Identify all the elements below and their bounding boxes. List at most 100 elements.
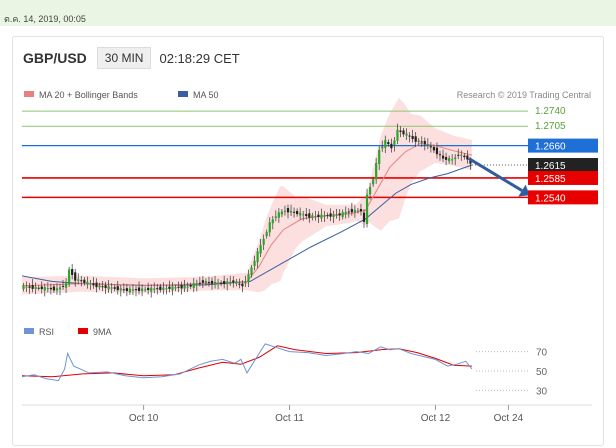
candle-body (104, 285, 107, 289)
candle-body (113, 287, 116, 289)
candle-body (353, 209, 356, 213)
candle-body (460, 154, 463, 156)
candle-body (52, 286, 56, 291)
bollinger-band (22, 97, 472, 295)
candle-body (134, 289, 138, 291)
candle-body (247, 274, 250, 282)
candle-body (320, 214, 323, 219)
candle-body (162, 287, 165, 291)
legend-swatch (78, 328, 88, 334)
candle-body (174, 287, 177, 289)
candle-body (356, 210, 360, 212)
candle-body (229, 281, 232, 283)
candle-body (365, 194, 369, 225)
forecast-arrow-head (518, 184, 530, 197)
level-labels: 1.2740 1.2705 1.2660 1.2615 1.2585 1.2540 (528, 106, 598, 205)
candle-body (34, 286, 37, 290)
candle-body (189, 285, 192, 287)
candle-body (180, 285, 183, 289)
report-date: ต.ค. 14, 2019, 00:05 (4, 14, 86, 24)
candles (22, 123, 472, 298)
candle-body (68, 269, 71, 285)
candle-body (77, 279, 80, 281)
candle-body (384, 139, 387, 148)
candle-body (253, 260, 256, 266)
timeframe-button[interactable]: 30 MIN (96, 47, 152, 69)
candle-body (429, 146, 432, 148)
level-lines (22, 110, 528, 199)
candle-body (64, 282, 68, 288)
candle-body (238, 283, 241, 285)
candle-body (311, 215, 314, 218)
candle-body (381, 146, 384, 149)
candle-body (122, 289, 125, 291)
candle-body (165, 288, 168, 290)
candle-body (420, 141, 423, 143)
candle-body (277, 212, 280, 218)
candle-body (466, 155, 469, 160)
candle-body (396, 129, 399, 141)
rsi-line (21, 343, 473, 382)
candle-body (399, 130, 402, 132)
candle-body (423, 140, 426, 145)
price-legend: MA 20 + Bollinger Bands MA 50 (24, 90, 219, 100)
candle-body (326, 215, 329, 217)
candle-body (232, 280, 235, 283)
symbol-label: GBP/USD (23, 50, 87, 66)
candle-body (372, 179, 375, 185)
candle-body (411, 135, 414, 140)
candle-body (338, 213, 341, 216)
credit-text: Research © 2019 Trading Central (457, 90, 591, 100)
candle-body (393, 140, 396, 146)
x-tick-label: Oct 24 (494, 413, 524, 424)
candle-body (171, 286, 174, 291)
candle-body (305, 214, 308, 217)
ma20-line (21, 142, 473, 287)
candle-body (283, 210, 287, 212)
level-label-1.2660: 1.2660 (535, 142, 566, 153)
candle-body (362, 212, 366, 222)
x-tick-label: Oct 12 (421, 413, 451, 424)
legend-label: MA 50 (193, 90, 219, 100)
chart-panel: GBP/USD 30 MIN 02:18:29 CET (12, 36, 604, 446)
x-axis: Oct 10 Oct 11 Oct 12 Oct 24 (22, 404, 592, 424)
candle-body (323, 215, 326, 217)
rsi-legend: RSI 9MA (24, 327, 112, 337)
candle-body (250, 267, 253, 276)
candle-body (98, 285, 101, 288)
candle-body (329, 213, 332, 217)
candle-body (95, 282, 98, 288)
legend-swatch (24, 91, 34, 97)
candle-body (213, 281, 217, 286)
candle-body (156, 288, 159, 290)
candle-body (408, 135, 411, 137)
candle-body (317, 214, 320, 217)
candle-body (101, 286, 104, 288)
candle-body (350, 208, 353, 213)
candle-body (153, 288, 156, 290)
candle-body (58, 287, 62, 290)
candle-body (414, 136, 417, 142)
candle-body (469, 160, 472, 164)
candle-body (46, 288, 49, 290)
candle-body (37, 287, 40, 289)
candle-body (241, 283, 244, 287)
candle-body (83, 279, 86, 284)
level-tag-1.2585 (528, 170, 598, 185)
candle-body (435, 147, 439, 155)
level-label-1.2615: 1.2615 (535, 161, 566, 172)
candle-body (216, 283, 220, 285)
candle-body (144, 289, 147, 291)
level-label-1.2740: 1.2740 (535, 106, 566, 117)
candle-body (125, 288, 128, 292)
candle-body (140, 288, 144, 292)
candle-body (195, 283, 198, 286)
candle-body (368, 187, 372, 195)
candle-body (25, 286, 28, 288)
candle-body (441, 155, 445, 159)
candle-body (107, 286, 110, 290)
ma9-line (21, 345, 472, 378)
candle-body (43, 287, 46, 291)
candle-body (274, 216, 277, 218)
